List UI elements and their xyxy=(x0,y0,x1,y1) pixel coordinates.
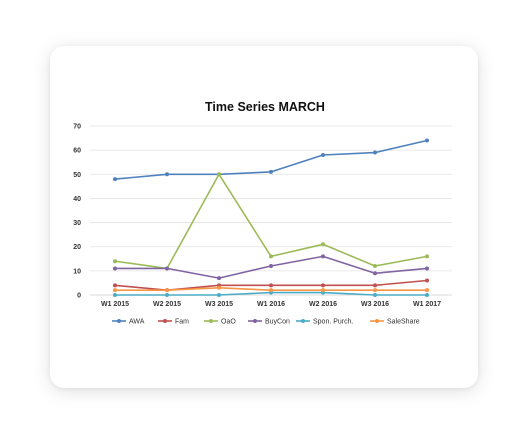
y-tick-label: 20 xyxy=(73,244,81,251)
legend-item: Fam xyxy=(158,319,189,326)
data-point xyxy=(113,177,117,182)
data-point xyxy=(165,288,169,293)
data-point xyxy=(373,293,377,297)
data-point xyxy=(425,138,429,143)
data-point xyxy=(425,288,429,293)
data-point xyxy=(217,172,221,177)
data-point xyxy=(217,293,221,297)
x-tick-label: W2 2015 xyxy=(153,301,181,308)
data-point xyxy=(373,150,377,155)
gridlines xyxy=(90,125,452,296)
legend-swatch-marker xyxy=(253,319,257,323)
chart-title: Time Series MARCH xyxy=(205,100,325,114)
y-axis: 0 10 20 30 40 50 60 70 xyxy=(73,124,81,300)
y-tick-label: 50 xyxy=(73,172,81,179)
data-point xyxy=(373,264,377,269)
data-point xyxy=(269,283,273,288)
data-point xyxy=(217,276,221,281)
y-tick-label: 60 xyxy=(73,148,81,155)
data-point xyxy=(321,254,325,259)
legend-label: OaO xyxy=(221,319,236,326)
y-tick-label: 10 xyxy=(73,268,81,275)
data-point xyxy=(321,242,325,247)
data-point xyxy=(269,254,273,259)
series-buycon xyxy=(113,254,429,281)
y-tick-label: 30 xyxy=(73,220,81,227)
x-axis: W1 2015 W2 2015 W3 2015 W1 2016 W2 2016 W3 20… xyxy=(101,301,441,308)
data-point xyxy=(269,264,273,269)
legend-label: SaleShare xyxy=(387,319,420,326)
data-point xyxy=(321,283,325,288)
series-layer xyxy=(113,138,429,297)
legend-swatch-marker xyxy=(209,319,213,323)
data-point xyxy=(425,254,429,259)
data-point xyxy=(269,169,273,174)
legend-swatch-marker xyxy=(117,319,121,323)
data-point xyxy=(425,278,429,283)
data-point xyxy=(373,288,377,293)
data-point xyxy=(321,288,325,293)
data-point xyxy=(165,172,169,177)
legend-swatch-marker xyxy=(163,319,167,323)
legend-label: BuyCon xyxy=(265,319,290,326)
legend-item: Spon. Purch. xyxy=(296,319,354,326)
x-tick-label: W2 2016 xyxy=(309,301,337,308)
data-point xyxy=(425,293,429,297)
data-point xyxy=(269,288,273,293)
legend-item: SaleShare xyxy=(370,319,420,326)
data-point xyxy=(113,266,117,271)
legend-item: AWA xyxy=(112,319,145,326)
y-tick-label: 40 xyxy=(73,196,81,203)
chart-card xyxy=(50,46,478,388)
data-point xyxy=(113,283,117,288)
legend-label: Fam xyxy=(175,319,189,326)
data-point xyxy=(373,271,377,276)
data-point xyxy=(113,288,117,293)
legend: AWA Fam OaO BuyCon Spon. Purch. SaleShare xyxy=(112,319,420,326)
legend-swatch-marker xyxy=(301,319,305,323)
series-saleshare xyxy=(113,285,429,293)
series-awa xyxy=(113,138,429,182)
legend-label: Spon. Purch. xyxy=(313,319,354,326)
x-tick-label: W1 2016 xyxy=(257,301,285,308)
legend-item: OaO xyxy=(204,319,236,326)
legend-item: BuyCon xyxy=(248,319,290,326)
legend-label: AWA xyxy=(129,319,145,326)
y-tick-label: 70 xyxy=(73,124,81,131)
data-point xyxy=(113,293,117,297)
data-point xyxy=(165,266,169,271)
y-tick-label: 0 xyxy=(77,293,81,300)
data-point xyxy=(373,283,377,288)
x-tick-label: W1 2017 xyxy=(413,301,441,308)
data-point xyxy=(425,266,429,271)
data-point xyxy=(113,259,117,264)
data-point xyxy=(217,285,221,290)
data-point xyxy=(321,152,325,157)
x-tick-label: W1 2015 xyxy=(101,301,129,308)
series-oao xyxy=(113,172,429,271)
series-line xyxy=(114,173,428,270)
legend-swatch-marker xyxy=(375,319,379,323)
data-point xyxy=(165,293,169,297)
x-tick-label: W3 2015 xyxy=(205,301,233,308)
x-tick-label: W3 2016 xyxy=(361,301,389,308)
